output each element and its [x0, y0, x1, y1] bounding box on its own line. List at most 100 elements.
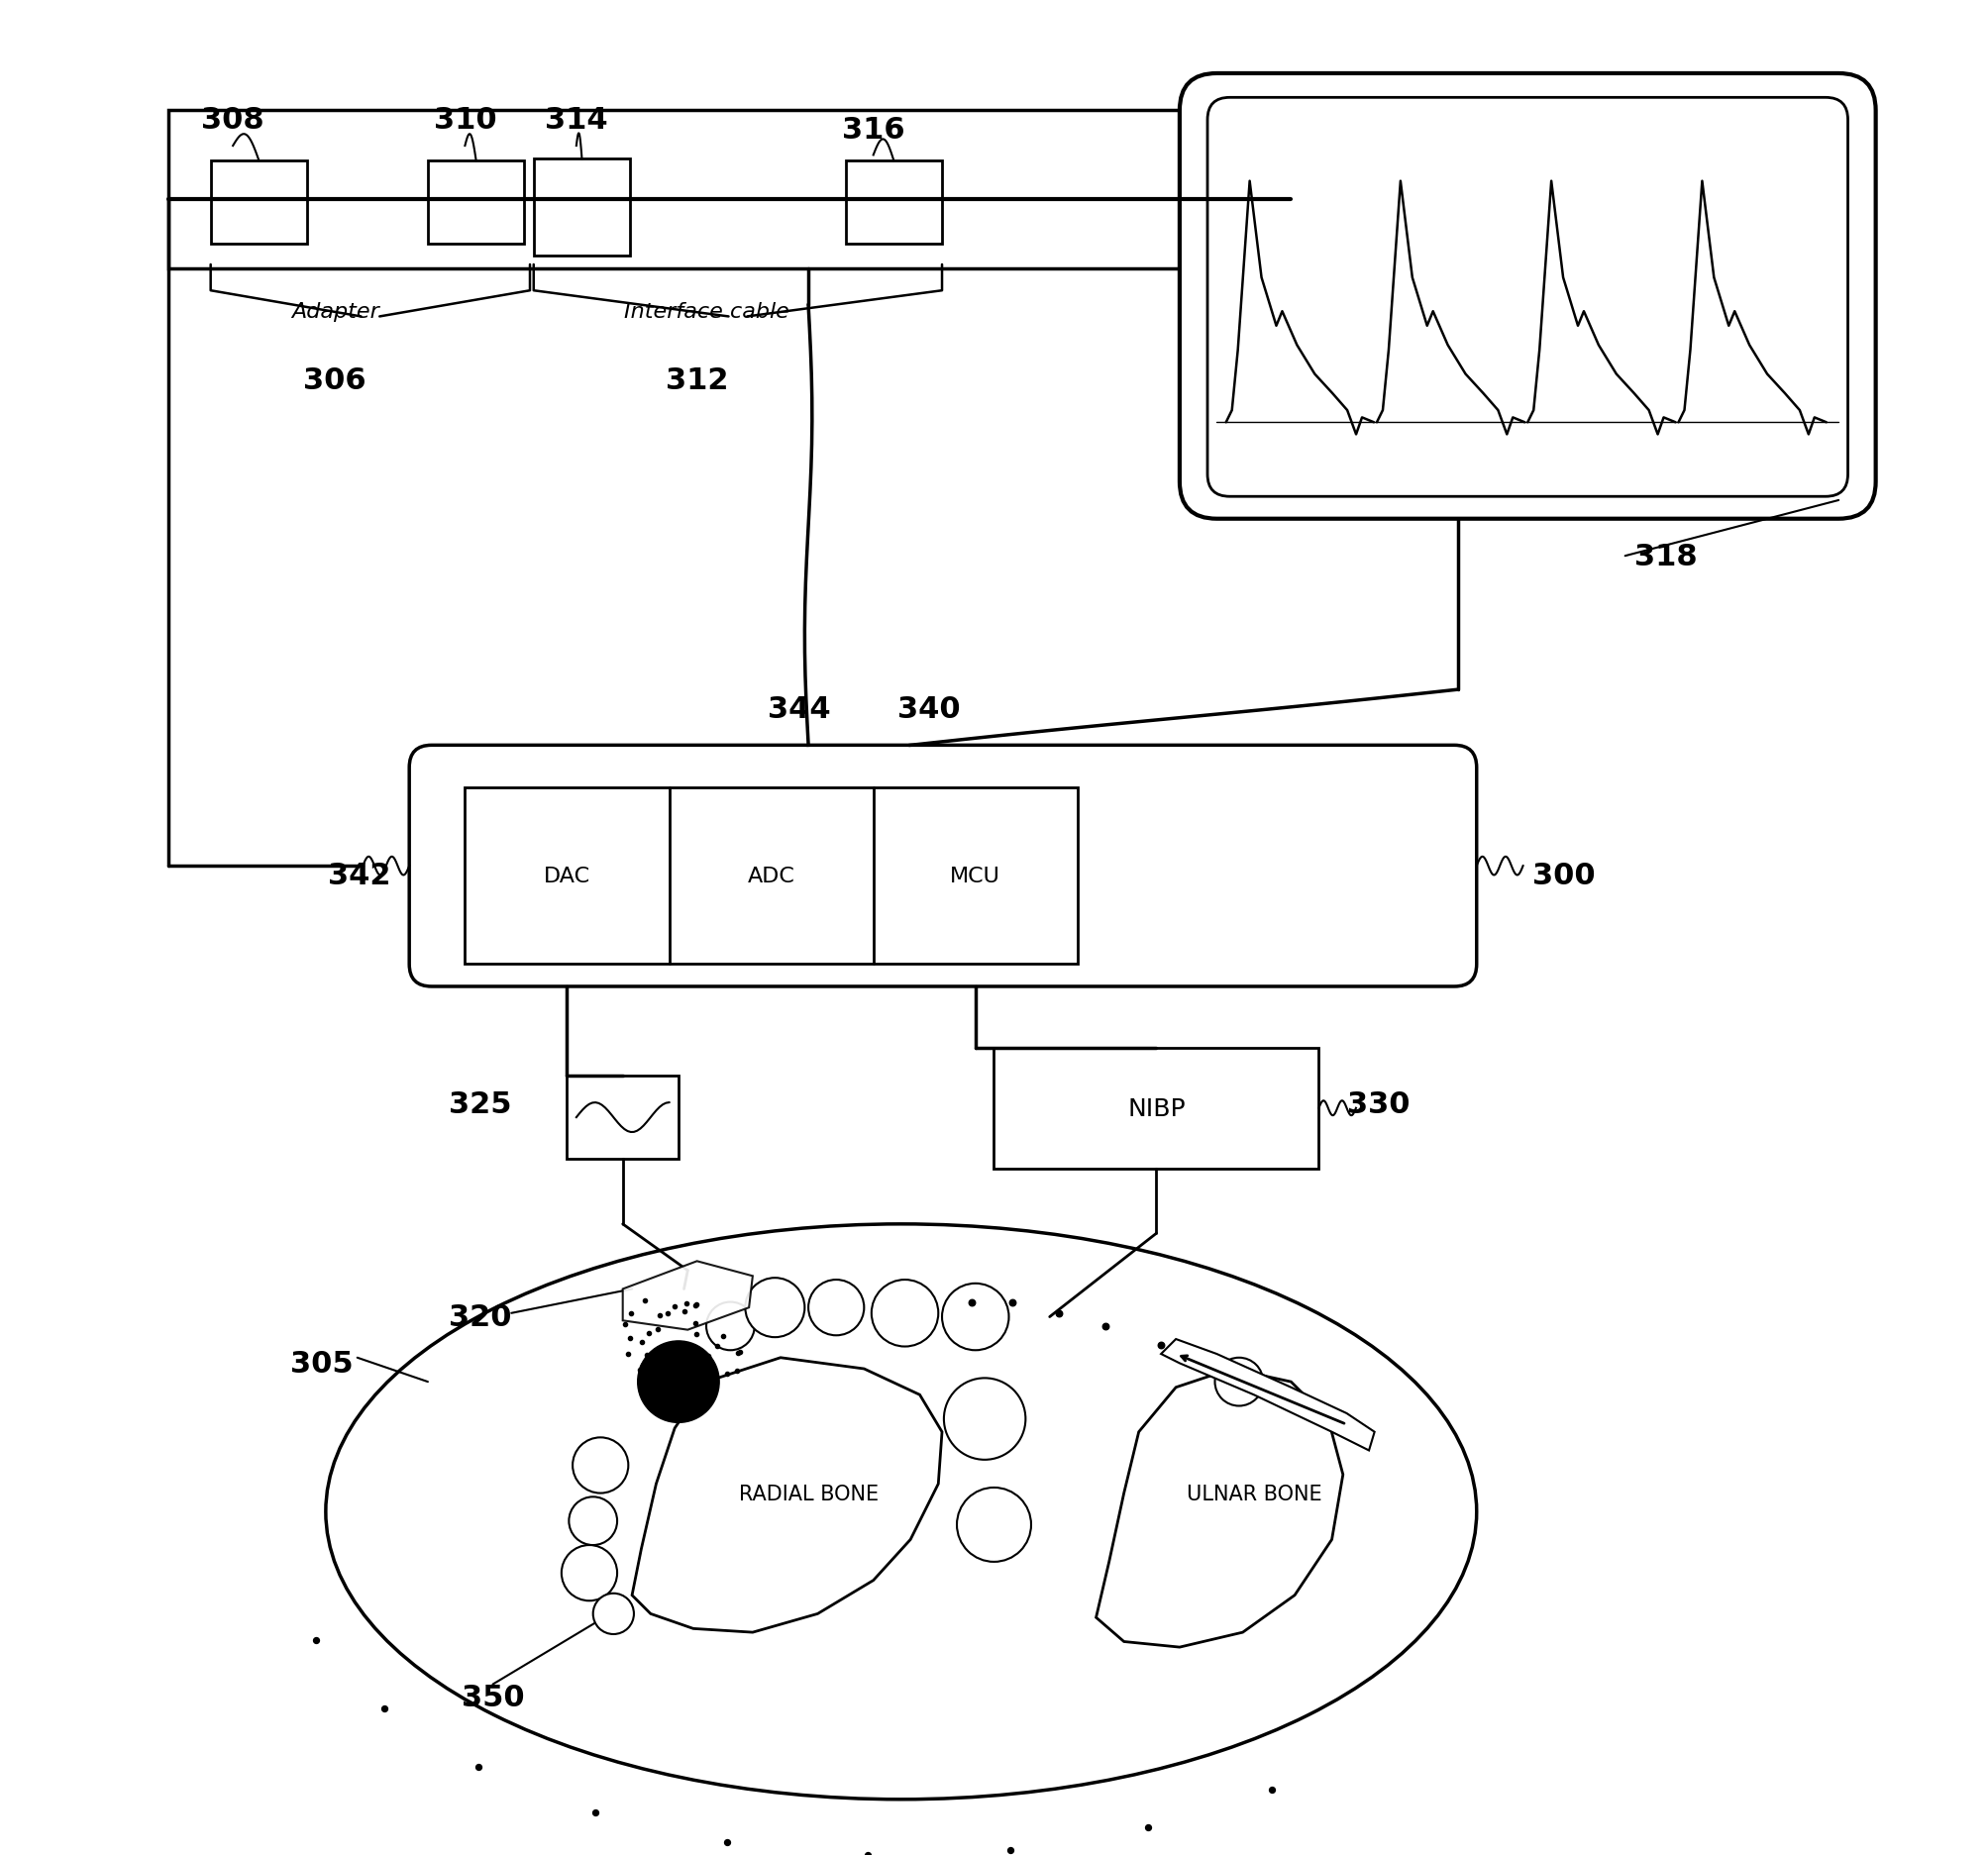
- Text: Interface cable: Interface cable: [624, 302, 789, 323]
- Text: 312: 312: [666, 365, 728, 395]
- Circle shape: [638, 1341, 720, 1423]
- Text: 306: 306: [304, 365, 366, 395]
- Bar: [567, 1076, 678, 1159]
- Circle shape: [1215, 1358, 1262, 1406]
- FancyBboxPatch shape: [1179, 74, 1877, 519]
- Bar: [533, 160, 630, 256]
- Point: [658, 1291, 690, 1321]
- Point: [650, 1358, 682, 1388]
- Point: [1089, 1311, 1121, 1341]
- Text: 310: 310: [433, 106, 497, 135]
- Point: [668, 1297, 700, 1326]
- Text: 316: 316: [841, 115, 905, 145]
- Point: [680, 1289, 712, 1319]
- Point: [853, 1840, 885, 1855]
- Polygon shape: [1161, 1339, 1374, 1451]
- Point: [632, 1319, 664, 1349]
- Circle shape: [956, 1488, 1032, 1562]
- Point: [680, 1319, 712, 1349]
- Point: [624, 1354, 656, 1384]
- Point: [1044, 1298, 1076, 1328]
- Point: [678, 1334, 710, 1363]
- Circle shape: [592, 1593, 634, 1634]
- Point: [680, 1291, 712, 1321]
- Circle shape: [942, 1284, 1008, 1350]
- Text: 342: 342: [328, 861, 392, 890]
- Polygon shape: [1095, 1369, 1344, 1647]
- Point: [652, 1298, 684, 1328]
- Circle shape: [871, 1280, 938, 1347]
- Point: [996, 1287, 1028, 1317]
- Point: [612, 1339, 644, 1369]
- Point: [642, 1315, 674, 1345]
- Point: [300, 1625, 332, 1655]
- Bar: [211, 161, 308, 245]
- Text: 350: 350: [461, 1682, 525, 1712]
- Point: [626, 1352, 658, 1382]
- Text: ADC: ADC: [747, 866, 795, 887]
- Text: ULNAR BONE: ULNAR BONE: [1187, 1484, 1322, 1503]
- Text: MCU: MCU: [950, 866, 1000, 887]
- Text: 305: 305: [290, 1349, 354, 1378]
- Text: DAC: DAC: [545, 866, 590, 887]
- Point: [994, 1835, 1026, 1855]
- Point: [610, 1310, 642, 1339]
- Point: [696, 1354, 728, 1384]
- Point: [1145, 1330, 1177, 1360]
- Ellipse shape: [326, 1224, 1477, 1799]
- Bar: [167, 111, 1179, 269]
- Circle shape: [573, 1438, 628, 1493]
- Text: 314: 314: [545, 106, 608, 135]
- Bar: [465, 788, 1077, 965]
- Point: [692, 1341, 724, 1371]
- Point: [662, 1336, 694, 1365]
- Text: 344: 344: [767, 696, 831, 723]
- Point: [368, 1694, 400, 1723]
- Point: [628, 1347, 660, 1376]
- Point: [628, 1350, 660, 1380]
- Point: [463, 1751, 495, 1781]
- Circle shape: [809, 1280, 865, 1336]
- Point: [712, 1360, 744, 1389]
- Point: [630, 1341, 662, 1371]
- FancyBboxPatch shape: [410, 746, 1477, 987]
- Point: [724, 1337, 755, 1367]
- Point: [579, 1797, 610, 1827]
- Text: Adapter: Adapter: [290, 302, 380, 323]
- Point: [614, 1323, 646, 1352]
- Text: NIBP: NIBP: [1127, 1096, 1185, 1120]
- Point: [642, 1347, 674, 1376]
- Circle shape: [569, 1497, 616, 1545]
- Polygon shape: [622, 1261, 753, 1330]
- Point: [628, 1286, 660, 1315]
- Text: 325: 325: [449, 1089, 511, 1119]
- Bar: [427, 161, 525, 245]
- Text: 308: 308: [201, 106, 264, 135]
- Point: [614, 1298, 646, 1328]
- Point: [680, 1308, 712, 1337]
- Circle shape: [746, 1278, 805, 1337]
- Text: 330: 330: [1346, 1089, 1409, 1119]
- Circle shape: [706, 1302, 755, 1350]
- Bar: [845, 161, 942, 245]
- FancyBboxPatch shape: [1207, 98, 1849, 497]
- Point: [708, 1321, 740, 1350]
- Polygon shape: [632, 1358, 942, 1632]
- Point: [644, 1300, 676, 1330]
- Circle shape: [944, 1378, 1026, 1460]
- Point: [956, 1287, 988, 1317]
- Text: RADIAL BONE: RADIAL BONE: [738, 1484, 879, 1503]
- Point: [1131, 1812, 1163, 1842]
- Point: [702, 1332, 734, 1362]
- Point: [722, 1337, 753, 1367]
- Point: [1256, 1775, 1288, 1805]
- Point: [712, 1827, 744, 1855]
- Text: 320: 320: [449, 1302, 511, 1332]
- Bar: [994, 1048, 1318, 1169]
- Circle shape: [561, 1545, 616, 1601]
- Point: [670, 1289, 702, 1319]
- Point: [722, 1356, 753, 1386]
- Text: 318: 318: [1634, 542, 1698, 571]
- Text: 300: 300: [1533, 861, 1594, 890]
- Point: [626, 1328, 658, 1358]
